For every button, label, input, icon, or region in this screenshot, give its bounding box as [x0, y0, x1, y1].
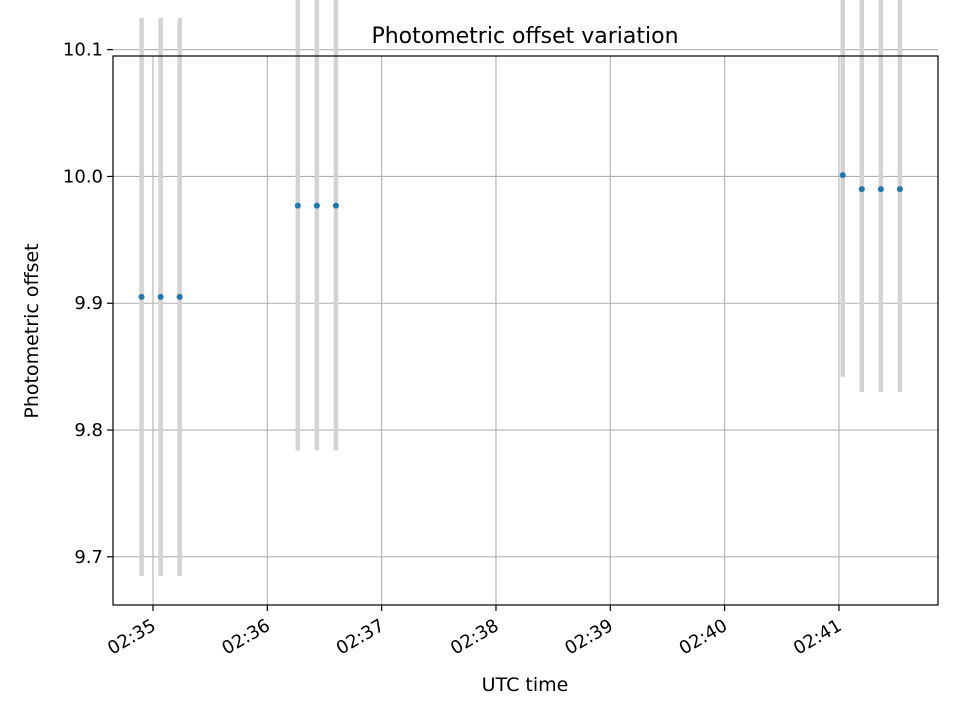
- data-point: [157, 293, 164, 300]
- data-point: [896, 186, 903, 193]
- y-tick-label: 9.7: [74, 547, 103, 568]
- grid: [113, 49, 938, 605]
- data-point: [332, 202, 339, 209]
- chart-title: Photometric offset variation: [371, 24, 678, 49]
- data-points: [138, 172, 903, 300]
- data-point: [138, 293, 145, 300]
- plot-frame: [112, 55, 939, 606]
- y-axis-ticks: 9.7 9.8 9.9 10.0 10.1: [63, 40, 113, 568]
- y-tick-label: 10.0: [63, 166, 103, 187]
- data-point: [294, 202, 301, 209]
- y-tick-label: 9.8: [74, 420, 103, 441]
- data-point: [877, 186, 884, 193]
- y-tick-label: 9.9: [74, 293, 103, 314]
- data-point: [858, 186, 865, 193]
- y-axis-label: Photometric offset: [21, 243, 43, 418]
- data-point: [839, 172, 846, 179]
- y-tick-label: 10.1: [63, 40, 103, 61]
- data-point: [313, 202, 320, 209]
- x-axis-label: UTC time: [482, 674, 569, 696]
- data-point: [176, 293, 183, 300]
